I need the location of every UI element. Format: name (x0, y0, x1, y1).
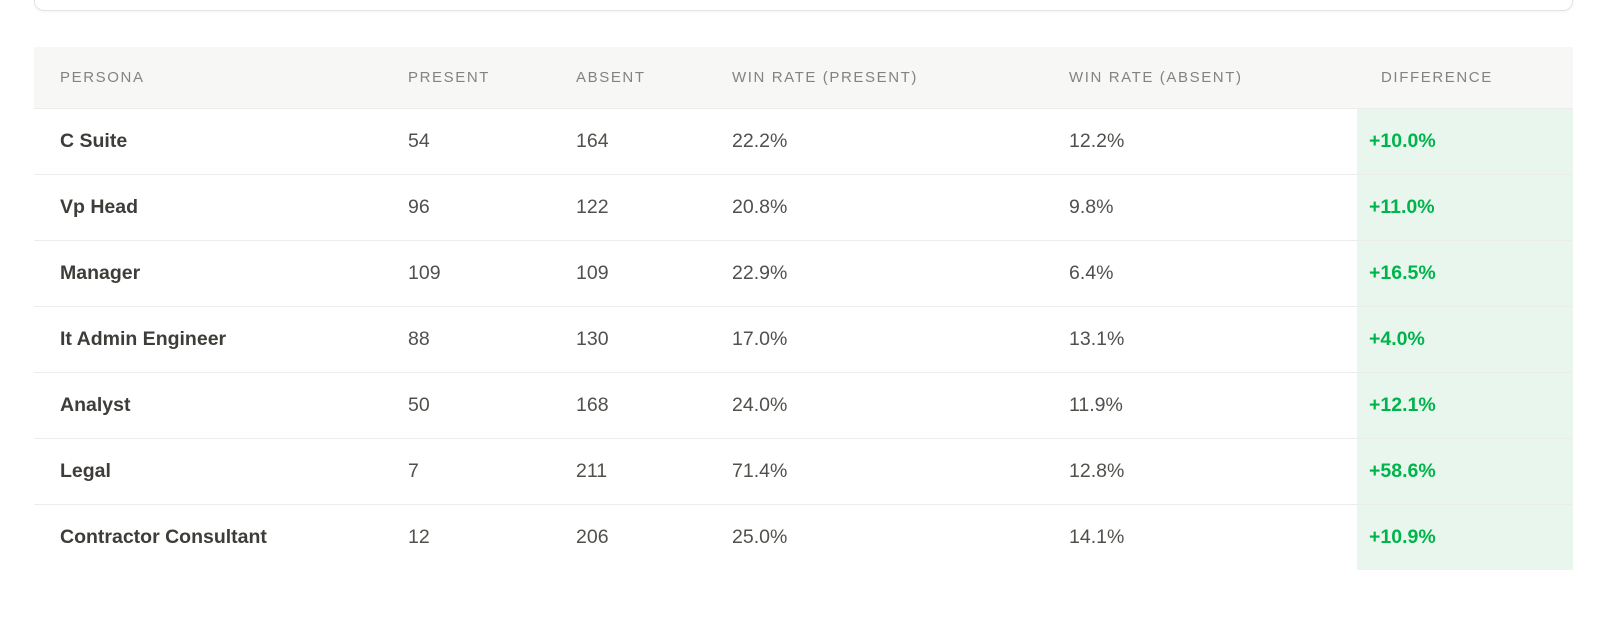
cell-present: 50 (396, 372, 564, 439)
table-row: C Suite 54 164 22.2% 12.2% +10.0% (34, 108, 1573, 175)
cell-persona: It Admin Engineer (34, 306, 396, 373)
cell-absent: 168 (564, 372, 720, 439)
cell-absent: 122 (564, 174, 720, 241)
cell-present: 7 (396, 438, 564, 505)
cell-persona: Manager (34, 240, 396, 307)
cell-win_rate_present: 22.2% (720, 108, 1057, 175)
cell-win_rate_absent: 9.8% (1057, 174, 1357, 241)
cell-difference: +10.9% (1357, 504, 1573, 570)
cell-absent: 211 (564, 438, 720, 505)
cell-win_rate_absent: 14.1% (1069, 526, 1125, 548)
cell-win_rate_absent: 6.4% (1057, 240, 1357, 307)
header-row: PERSONA PRESENT ABSENT WIN RATE (PRESENT) WI… (34, 47, 1573, 109)
cell-difference: +16.5% (1357, 240, 1573, 307)
cell-difference: +4.0% (1357, 306, 1573, 373)
table-row: Manager 109 109 22.9% 6.4% +16.5% (34, 240, 1573, 307)
cell-absent: 206 (576, 526, 609, 548)
column-header-persona: PERSONA (34, 47, 396, 109)
table-row: Contractor Consultant 12 206 25.0% 14.1% +10.… (34, 504, 1573, 570)
cell-absent: 130 (564, 306, 720, 373)
top-card-partial (34, 0, 1573, 11)
cell-absent: 164 (564, 108, 720, 175)
cell-win_rate_absent: 11.9% (1057, 372, 1357, 439)
cell-persona: Legal (34, 438, 396, 505)
column-header-difference: DIFFERENCE (1357, 47, 1573, 109)
table-row: It Admin Engineer 88 130 17.0% 13.1% +4.0% (34, 306, 1573, 373)
cell-win_rate_absent: 12.2% (1057, 108, 1357, 175)
cell-persona: Vp Head (34, 174, 396, 241)
cell-present: 12 (408, 526, 430, 548)
cell-win_rate_present: 20.8% (720, 174, 1057, 241)
cell-difference: +10.0% (1357, 108, 1573, 175)
cell-present: 88 (396, 306, 564, 373)
persona-win-rate-table: PERSONA PRESENT ABSENT WIN RATE (PRESENT) WI… (34, 47, 1573, 570)
cell-persona: Contractor Consultant (60, 526, 267, 548)
table-row: Vp Head 96 122 20.8% 9.8% +11.0% (34, 174, 1573, 241)
cell-win_rate_present: 17.0% (720, 306, 1057, 373)
column-header-present: PRESENT (396, 47, 564, 109)
cell-win_rate_absent: 13.1% (1057, 306, 1357, 373)
cell-persona: Analyst (34, 372, 396, 439)
cell-present: 96 (396, 174, 564, 241)
cell-win_rate_present: 71.4% (720, 438, 1057, 505)
cell-win_rate_present: 25.0% (732, 526, 788, 548)
cell-win_rate_present: 22.9% (720, 240, 1057, 307)
column-header-absent: ABSENT (564, 47, 720, 109)
table-header: PERSONA PRESENT ABSENT WIN RATE (PRESENT) WI… (34, 47, 1573, 109)
table-row: Legal 7 211 71.4% 12.8% +58.6% (34, 438, 1573, 505)
cell-win_rate_absent: 12.8% (1057, 438, 1357, 505)
table-body: C Suite 54 164 22.2% 12.2% +10.0% Vp Head 96 122… (34, 108, 1573, 570)
cell-difference: +11.0% (1357, 174, 1573, 241)
cell-present: 109 (396, 240, 564, 307)
table-row: Analyst 50 168 24.0% 11.9% +12.1% (34, 372, 1573, 439)
column-header-win_rate_absent: WIN RATE (ABSENT) (1057, 47, 1357, 109)
cell-difference: +12.1% (1357, 372, 1573, 439)
cell-win_rate_present: 24.0% (720, 372, 1057, 439)
cell-difference: +58.6% (1357, 438, 1573, 505)
column-header-win_rate_present: WIN RATE (PRESENT) (720, 47, 1057, 109)
cell-absent: 109 (564, 240, 720, 307)
cell-present: 54 (396, 108, 564, 175)
cell-persona: C Suite (34, 108, 396, 175)
